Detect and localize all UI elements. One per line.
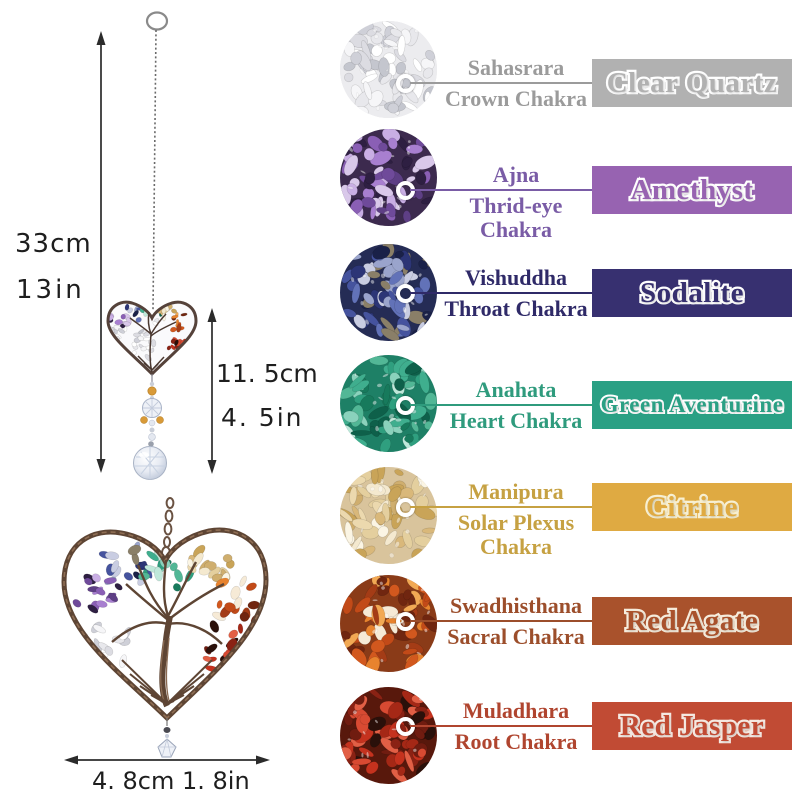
chakra-sanskrit-label: Ajna [492, 161, 540, 187]
chakra-sanskrit-label: Manipura [468, 478, 564, 504]
hanging-ring-and-chain [145, 11, 169, 311]
chakra-sanskrit-label: Sahasrara [467, 54, 565, 80]
bead-tail-and-crystal-ball [133, 374, 167, 480]
width-arrow [64, 755, 270, 765]
stone-photo [340, 243, 437, 341]
chakra-name-label: Thrid-eye Chakra [469, 193, 563, 243]
stone-name-text: Citrine [644, 488, 740, 525]
stone-name-text: Sodalite [638, 274, 746, 311]
chakra-name-label: Throat Chakra [444, 296, 588, 321]
width-label: 4. 8cm 1. 8in [92, 767, 250, 795]
connector-line [410, 188, 592, 192]
total-length-in-label: 13in [16, 275, 85, 305]
small-heart-pendant [106, 300, 198, 480]
stone-name-text: Red Agate [623, 602, 760, 639]
pendant-drop-arrow [207, 308, 217, 474]
stone-photo [340, 686, 437, 784]
stone-name-text: Clear Quartz [604, 64, 779, 101]
chakra-name-label: Solar Plexus Chakra [457, 510, 575, 560]
stone-name-banner: Red Jasper [592, 702, 792, 750]
stone-name-banner: Sodalite [592, 269, 792, 317]
stone-photo [340, 128, 437, 226]
stone-name-banner: Red Agate [592, 597, 792, 645]
stone-photo [340, 20, 437, 118]
connector-line [410, 403, 592, 407]
stone-name-text: Green Aventurine [599, 390, 785, 419]
stone-name-text: Amethyst [628, 171, 755, 208]
total-length-cm-label: 33cm [15, 229, 92, 259]
connector-line [410, 505, 592, 509]
chakra-name-label: Root Chakra [454, 729, 578, 754]
stone-name-banner: Green Aventurine [592, 381, 792, 429]
stone-name-banner: Clear Quartz [592, 59, 792, 107]
drop-length-cm-label: 11. 5cm [216, 359, 318, 388]
small-tree-of-life [129, 311, 177, 373]
stone-photo [340, 354, 437, 452]
connector-line [410, 724, 592, 728]
stone-name-text: Red Jasper [618, 707, 766, 744]
connector-line [410, 619, 592, 623]
connector-line [410, 291, 592, 295]
chakra-sanskrit-label: Vishuddha [465, 264, 567, 290]
chakra-name-label: Heart Chakra [449, 408, 583, 433]
drop-length-in-label: 4. 5in [221, 403, 304, 432]
tree-of-life [111, 559, 225, 708]
connector-line [410, 81, 592, 85]
stone-photo [340, 466, 437, 564]
chakra-name-label: Sacral Chakra [447, 624, 585, 649]
stone-name-banner: Citrine [592, 483, 792, 531]
chakra-sanskrit-label: Anahata [475, 376, 557, 402]
chakra-sanskrit-label: Muladhara [462, 697, 570, 723]
chakra-sanskrit-label: Swadhisthana [449, 592, 583, 618]
stone-name-banner: Amethyst [592, 166, 792, 214]
stone-photo [340, 574, 437, 672]
chakra-name-label: Crown Chakra [444, 86, 587, 111]
pendant-size-diagram [61, 11, 270, 765]
bottom-crystal-drop [157, 718, 177, 758]
total-length-arrow [96, 31, 106, 473]
